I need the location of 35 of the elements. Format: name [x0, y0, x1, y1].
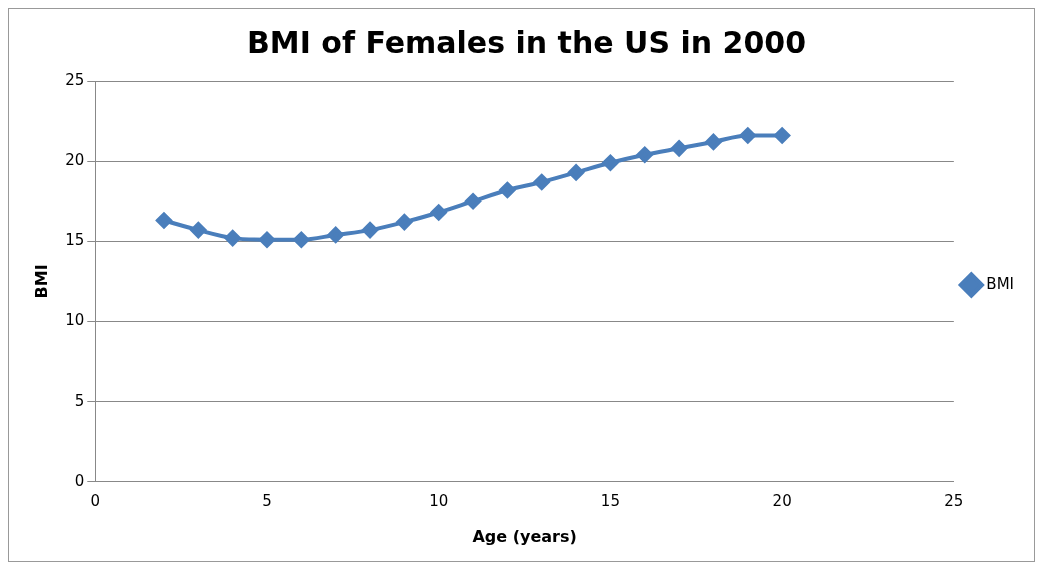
x-tick-label: 25 — [944, 491, 964, 510]
point — [533, 174, 550, 190]
point — [430, 204, 447, 221]
point — [190, 222, 207, 239]
point — [224, 230, 241, 247]
point — [636, 146, 653, 163]
x-tick-label: 10 — [429, 491, 449, 510]
point — [155, 212, 172, 229]
x-axis-title: Age (years) — [472, 526, 577, 546]
x-tick-label: 15 — [600, 491, 620, 510]
point — [327, 226, 344, 243]
y-tick-label: 25 — [65, 70, 85, 89]
point — [362, 222, 379, 239]
y-axis-title: BMI — [31, 264, 51, 299]
point — [259, 231, 275, 248]
chart-title: BMI of Females in the US in 2000 — [246, 24, 807, 60]
point — [396, 214, 413, 231]
x-tick-label: 0 — [90, 491, 101, 510]
y-tick-label: 5 — [74, 391, 85, 410]
y-tick-label: 10 — [65, 311, 85, 330]
point — [774, 127, 791, 144]
point — [499, 182, 516, 199]
point — [705, 133, 722, 150]
point — [465, 193, 482, 210]
x-tick-label: 20 — [772, 491, 792, 510]
y-tick-label: 0 — [74, 471, 85, 490]
point — [293, 231, 310, 248]
point — [671, 140, 688, 157]
x-tick-label: 5 — [262, 491, 272, 510]
y-tick-label: 15 — [65, 231, 85, 250]
point — [602, 154, 619, 171]
point — [568, 164, 585, 181]
point — [739, 127, 756, 144]
legend-label: BMI — [986, 274, 1014, 293]
y-tick-label: 20 — [65, 151, 85, 170]
